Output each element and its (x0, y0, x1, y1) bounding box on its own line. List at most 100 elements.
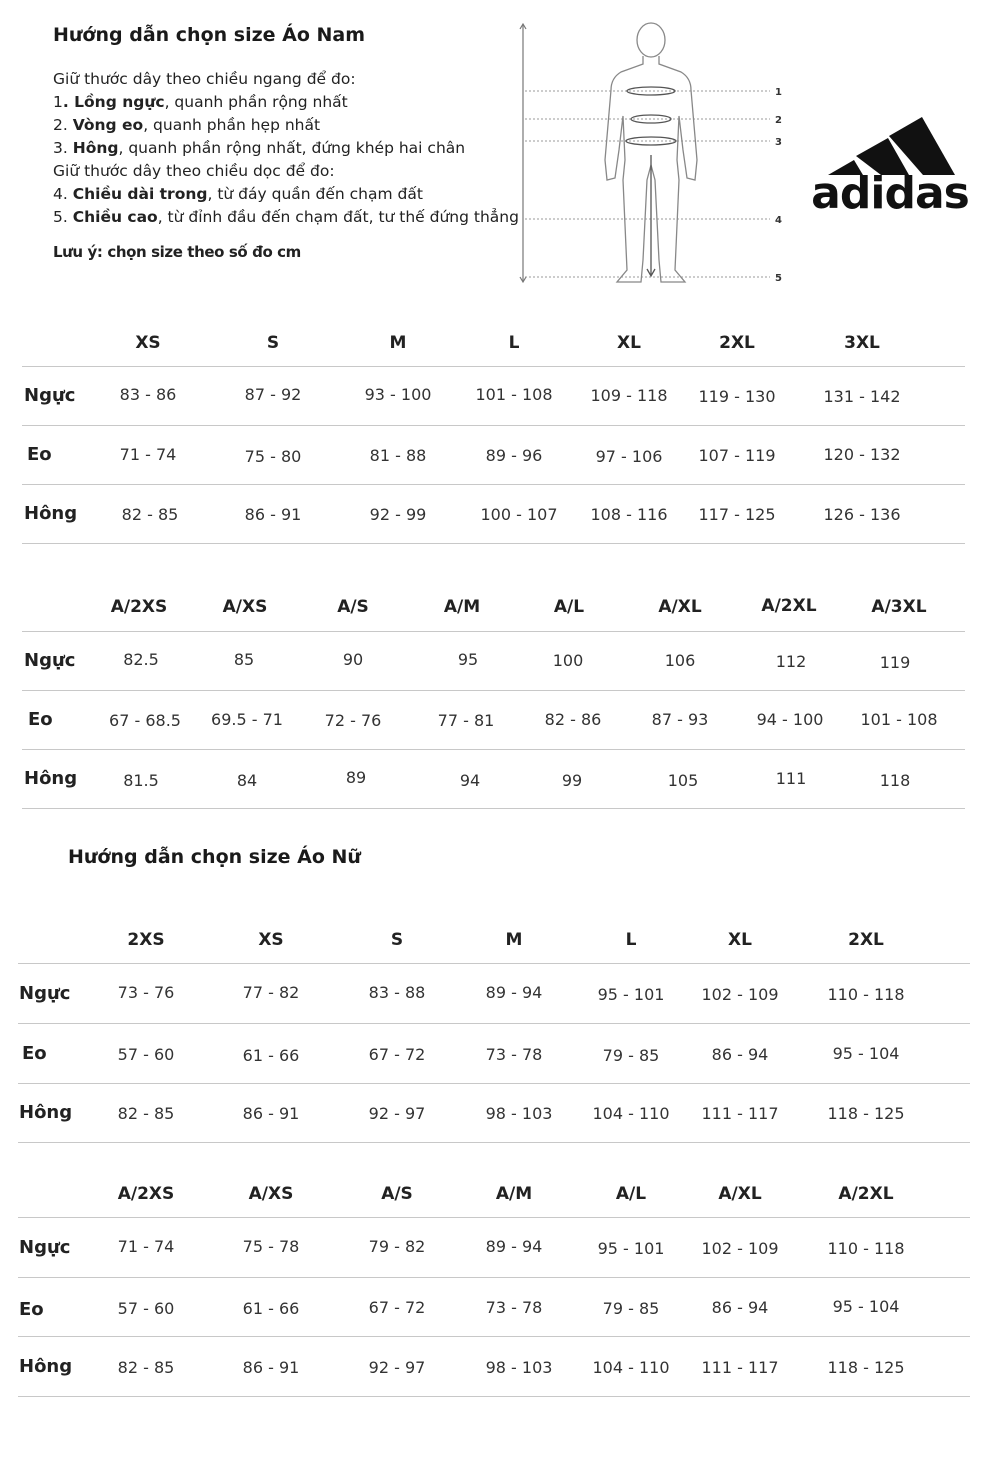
table-cell: 92 - 99 (369, 505, 427, 524)
size-header: A/XS (248, 1184, 294, 1204)
figure-mark-2: 2 (775, 115, 782, 126)
table-cell: 75 - 78 (242, 1237, 300, 1256)
divider (22, 749, 965, 750)
table-cell: 117 - 125 (698, 505, 776, 524)
table-cell: 86 - 94 (711, 1298, 769, 1317)
table-cell: 87 - 92 (244, 385, 302, 404)
table-cell: 93 - 100 (364, 385, 432, 404)
instruction-line: 4. Chiều dài trong, từ đáy quần đến chạm… (53, 185, 423, 203)
table-cell: 89 - 94 (485, 1237, 543, 1256)
divider (18, 1396, 970, 1397)
row-label: Ngực (24, 385, 76, 406)
size-header: M (505, 930, 523, 950)
divider (18, 1277, 970, 1278)
table-cell: 86 - 94 (711, 1045, 769, 1064)
table-cell: 84 (236, 771, 258, 790)
table-cell: 61 - 66 (242, 1299, 300, 1318)
table-cell: 118 - 125 (827, 1104, 905, 1123)
figure-mark-1: 1 (775, 87, 782, 98)
size-header: 2XL (848, 930, 884, 950)
table-cell: 86 - 91 (242, 1104, 300, 1123)
table-cell: 73 - 78 (485, 1045, 543, 1064)
table-cell: 111 (775, 769, 807, 788)
table-cell: 77 - 82 (242, 983, 300, 1002)
table-cell: 108 - 116 (590, 505, 668, 524)
instruction-line: 3. Hông, quanh phần rộng nhất, đứng khép… (53, 139, 466, 157)
table-cell: 57 - 60 (117, 1299, 175, 1318)
table-cell: 105 (667, 771, 699, 790)
size-header: A/S (337, 597, 369, 617)
table-cell: 104 - 110 (592, 1104, 670, 1123)
table-cell: 95 - 101 (597, 1239, 665, 1258)
table-cell: 111 - 117 (701, 1104, 779, 1123)
table-cell: 67 - 72 (368, 1045, 426, 1064)
table-cell: 101 - 108 (860, 710, 938, 729)
table-cell: 95 - 104 (832, 1297, 900, 1316)
table-cell: 82 - 85 (121, 505, 179, 524)
table-cell: 72 - 76 (324, 711, 382, 730)
table-cell: 107 - 119 (698, 446, 776, 465)
table-cell: 118 - 125 (827, 1358, 905, 1377)
divider (22, 425, 965, 426)
figure-mark-3: 3 (775, 137, 782, 148)
row-label: Hông (24, 768, 78, 789)
table-cell: 111 - 117 (701, 1358, 779, 1377)
table-cell: 71 - 74 (119, 445, 177, 464)
table-cell: 100 - 107 (480, 505, 558, 524)
table-cell: 81 - 88 (369, 446, 427, 465)
size-header: L (625, 930, 637, 950)
men-measure-instructions: Giữ thước dây theo chiều ngang để đo: 1.… (53, 68, 519, 229)
table-cell: 89 (345, 768, 367, 787)
divider (22, 543, 965, 544)
size-header: A/XL (718, 1184, 762, 1204)
instruction-line: 5. Chiều cao, từ đỉnh đầu đến chạm đất, … (53, 208, 519, 226)
table-cell: 82 - 85 (117, 1358, 175, 1377)
table-cell: 61 - 66 (242, 1046, 300, 1065)
size-header: 2XL (719, 333, 755, 353)
table-cell: 98 - 103 (485, 1104, 553, 1123)
size-header: 3XL (844, 333, 880, 353)
table-cell: 86 - 91 (244, 505, 302, 524)
table-cell: 89 - 94 (485, 983, 543, 1002)
table-cell: 85 (233, 650, 255, 669)
table-cell: 118 (879, 771, 911, 790)
adidas-logo: adidas (811, 117, 970, 216)
size-header: A/S (381, 1184, 413, 1204)
row-label: Ngực (19, 1237, 71, 1258)
table-cell: 109 - 118 (590, 386, 668, 405)
table-cell: 95 - 101 (597, 985, 665, 1004)
divider (22, 690, 965, 691)
row-label: Hông (19, 1102, 73, 1123)
row-label: Hông (19, 1356, 73, 1377)
table-cell: 86 - 91 (242, 1358, 300, 1377)
instruction-line: 2. Vòng eo, quanh phần hẹp nhất (53, 116, 321, 134)
row-label: Ngực (19, 983, 71, 1004)
divider (22, 808, 965, 809)
table-cell: 73 - 78 (485, 1298, 543, 1317)
table-cell: 119 (879, 653, 911, 672)
table-cell: 79 - 85 (602, 1046, 660, 1065)
divider (18, 963, 970, 964)
table-cell: 120 - 132 (823, 445, 901, 464)
divider (22, 631, 965, 632)
divider (18, 1336, 970, 1337)
size-header: A/L (615, 1184, 647, 1204)
table-cell: 100 (552, 651, 584, 670)
table-cell: 73 - 76 (117, 983, 175, 1002)
size-header: A/XL (658, 597, 702, 617)
table-cell: 92 - 97 (368, 1104, 426, 1123)
figure-mark-5: 5 (775, 273, 782, 284)
table-cell: 75 - 80 (244, 447, 302, 466)
table-cell: 87 - 93 (651, 710, 709, 729)
women-title: Hướng dẫn chọn size Áo Nữ (68, 846, 361, 868)
table-cell: 102 - 109 (701, 1239, 779, 1258)
table-cell: 82 - 85 (117, 1104, 175, 1123)
row-label: Eo (27, 444, 52, 465)
size-header: XS (258, 930, 284, 950)
table-cell: 90 (342, 650, 364, 669)
table-cell: 97 - 106 (595, 447, 663, 466)
table-cell: 79 - 82 (368, 1237, 426, 1256)
table-cell: 102 - 109 (701, 985, 779, 1004)
table-cell: 69.5 - 71 (211, 710, 283, 729)
instruction-line: 1. Lồng ngực, quanh phần rộng nhất (53, 93, 348, 111)
